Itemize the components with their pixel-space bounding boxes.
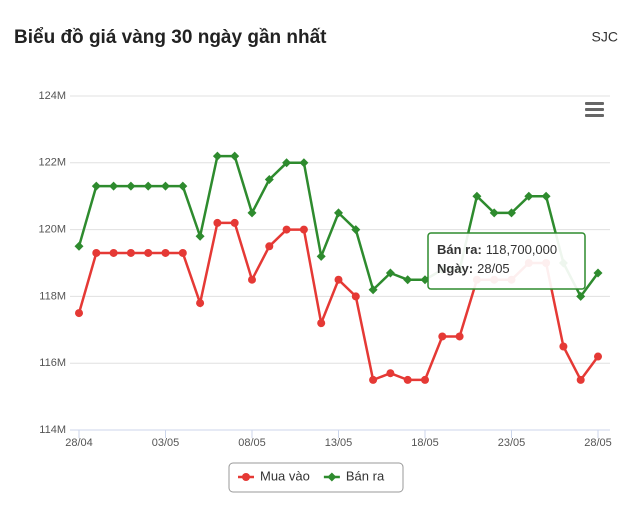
menu-bar bbox=[585, 114, 604, 117]
legend-label: Mua vào bbox=[260, 468, 310, 483]
point bbox=[265, 242, 274, 251]
menu-bar bbox=[585, 102, 604, 105]
tooltip-box bbox=[427, 232, 586, 290]
y-tick-label: 118M bbox=[39, 290, 66, 302]
point bbox=[386, 369, 395, 378]
point bbox=[126, 248, 135, 257]
point bbox=[559, 342, 568, 351]
source: SJC bbox=[592, 29, 618, 45]
point bbox=[91, 181, 101, 191]
point bbox=[316, 251, 326, 261]
point bbox=[334, 275, 343, 284]
point bbox=[195, 231, 205, 241]
point bbox=[247, 208, 257, 218]
point bbox=[230, 151, 240, 161]
point bbox=[507, 208, 516, 218]
point bbox=[421, 375, 429, 384]
legend-item[interactable]: Mua vào bbox=[238, 468, 310, 483]
point bbox=[74, 241, 84, 251]
point bbox=[334, 208, 343, 218]
x-tick-label: 28/05 bbox=[584, 437, 612, 449]
point bbox=[576, 375, 585, 384]
tooltip-line: Bán ra: 118,700,000 bbox=[437, 242, 557, 257]
x-tick-label: 23/05 bbox=[498, 437, 526, 449]
x-tick-label: 03/05 bbox=[152, 437, 180, 449]
point bbox=[524, 191, 534, 201]
legend: Mua vào Bán ra bbox=[228, 462, 404, 493]
point bbox=[403, 275, 413, 285]
point bbox=[299, 225, 308, 234]
point bbox=[144, 248, 153, 257]
tooltip-line: Ngày: 28/05 bbox=[437, 261, 510, 276]
x-tick-label: 28/04 bbox=[65, 437, 93, 449]
point bbox=[196, 299, 205, 308]
point bbox=[264, 175, 274, 184]
legend-label: Bán ra bbox=[346, 468, 385, 483]
point bbox=[489, 208, 499, 218]
point bbox=[212, 151, 222, 161]
point bbox=[472, 191, 482, 201]
y-tick-label: 114M bbox=[39, 424, 66, 436]
point bbox=[593, 268, 603, 278]
tooltip-text: 118,700,000 bbox=[486, 242, 557, 257]
tooltip-text: 28/05 bbox=[477, 261, 510, 276]
legend-marker bbox=[242, 473, 250, 481]
legend-box bbox=[228, 462, 404, 493]
point bbox=[75, 309, 83, 318]
point bbox=[541, 191, 551, 201]
y-tick-label: 120M bbox=[38, 224, 66, 236]
point bbox=[385, 268, 395, 278]
x-tick-label: 13/05 bbox=[325, 437, 353, 449]
point bbox=[109, 248, 118, 257]
point bbox=[230, 218, 239, 227]
y-tick-label: 116M bbox=[39, 357, 66, 369]
x-tick-label: 08/05 bbox=[238, 437, 266, 449]
chart-title: Biểu đồ giá vàng 30 ngày gần nhất bbox=[14, 27, 327, 48]
menu-icon[interactable] bbox=[585, 102, 604, 117]
point bbox=[213, 218, 222, 227]
menu-bar bbox=[585, 108, 604, 111]
point bbox=[282, 158, 292, 168]
point bbox=[126, 181, 136, 191]
y-tick-label: 122M bbox=[38, 157, 66, 169]
point bbox=[351, 292, 360, 301]
point bbox=[576, 291, 586, 301]
tooltip-text: Bán ra: bbox=[437, 242, 482, 257]
point bbox=[594, 352, 602, 361]
legend-item[interactable]: Bán ra bbox=[323, 468, 385, 483]
point bbox=[282, 225, 291, 234]
tooltip: Bán ra: 118,700,000 Ngày: 28/05 bbox=[427, 232, 586, 290]
legend-marker bbox=[327, 472, 337, 482]
point bbox=[455, 332, 464, 341]
y-tick-label: 124M bbox=[38, 90, 66, 102]
tooltip-text: Ngày: bbox=[437, 261, 473, 276]
point bbox=[317, 319, 326, 328]
point bbox=[438, 332, 447, 341]
point bbox=[351, 225, 361, 235]
point bbox=[178, 248, 187, 257]
point bbox=[403, 375, 412, 384]
point bbox=[161, 181, 170, 191]
point bbox=[109, 181, 119, 191]
point bbox=[369, 375, 378, 384]
point bbox=[143, 181, 153, 191]
x-tick-label: 18/05 bbox=[411, 437, 439, 449]
point bbox=[161, 248, 170, 257]
point bbox=[368, 285, 378, 295]
point bbox=[178, 181, 188, 191]
point bbox=[92, 248, 101, 257]
point bbox=[248, 275, 256, 284]
point bbox=[299, 158, 309, 168]
